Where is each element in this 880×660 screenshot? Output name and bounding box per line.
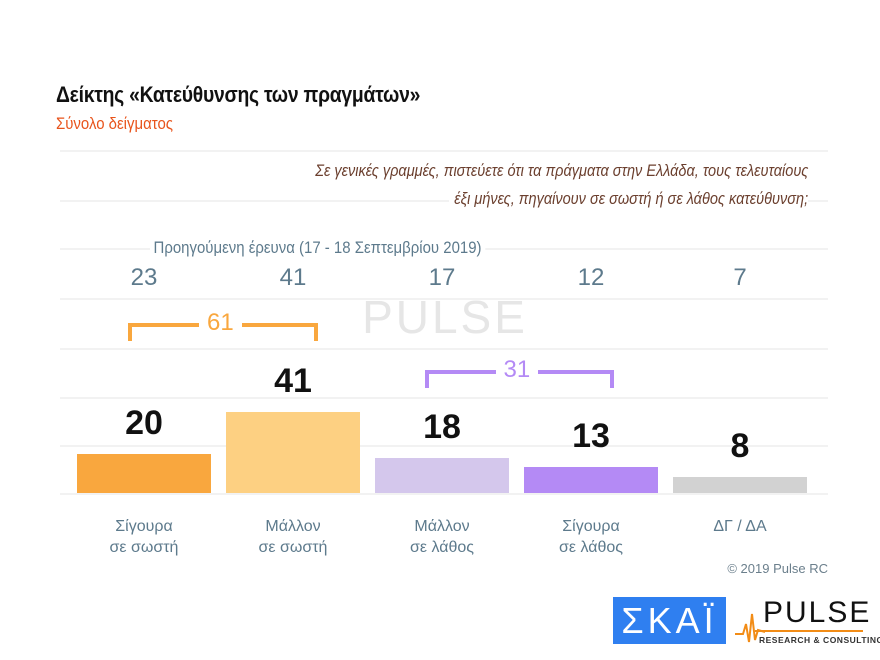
category-label-line: σε λάθος [410,539,474,556]
bar-value-label: 18 [423,407,461,446]
category-label-line: Σίγουρα [562,518,620,535]
bar [77,453,211,493]
question-line-2: έξι μήνες, πηγαίνουν σε σωστή ή σε λάθος… [448,190,808,209]
category-label-line: Μάλλον [265,518,321,535]
bar-value-label: 8 [730,427,750,466]
bar [375,457,509,493]
category-label-line: σε λάθος [559,539,623,556]
watermark-text: PULSE [362,291,528,343]
gridline [60,298,828,300]
category-label-line: σε σωστή [109,539,179,556]
category-label-line: ΔΓ / ΔΑ [713,518,767,535]
previous-value-label: 17 [428,264,456,291]
category-label-line: Μάλλον [414,518,470,535]
category-label: Σίγουρα σε σωστή [77,516,211,558]
previous-value-label: 23 [130,264,158,291]
pulse-logo-text: PULSE [763,596,872,629]
bar-value-label: 13 [572,417,610,456]
gridline [60,397,828,399]
gridline [60,445,828,447]
chart-subtitle: Σύνολο δείγματος [56,114,173,133]
bar-value-label: 20 [125,403,163,442]
gridline [60,493,828,495]
bar [673,477,807,493]
gridline [60,150,828,152]
category-label: Μάλλον σε σωστή [226,516,360,558]
previous-value-label: 12 [577,264,605,291]
question-line-1: Σε γενικές γραμμές, πιστεύετε ότι τα πρά… [309,162,808,181]
category-label-line: σε σωστή [258,539,328,556]
skai-logo: ΣΚΑΪ [613,597,726,644]
pulse-logo: PULSE RESEARCH & CONSULTING [735,596,880,646]
pulse-logo-line [755,630,863,632]
group-total-label: 61 [199,309,242,337]
category-label-line: Σίγουρα [115,518,173,535]
category-label: Σίγουρα σε λάθος [524,516,658,558]
bar [524,467,658,493]
gridline [60,348,828,350]
previous-value-label: 7 [733,264,747,291]
group-total-label: 31 [495,356,539,384]
bar [226,412,360,493]
pulse-tagline: RESEARCH & CONSULTING [759,635,880,645]
gridline [60,200,828,202]
bar-value-label: 41 [274,362,312,401]
previous-value-label: 41 [279,264,307,291]
previous-survey-label: Προηγούμενη έρευνα (17 - 18 Σεπτεμβρίου … [150,238,486,258]
copyright: © 2019 Pulse RC [727,561,828,576]
category-label: Μάλλον σε λάθος [375,516,509,558]
chart-title: Δείκτης «Κατεύθυνσης των πραγμάτων» [56,82,421,107]
pulse-watermark: PULSE [350,290,540,344]
skai-logo-text: ΣΚΑΪ [621,600,718,641]
category-label: ΔΓ / ΔΑ [673,516,807,537]
